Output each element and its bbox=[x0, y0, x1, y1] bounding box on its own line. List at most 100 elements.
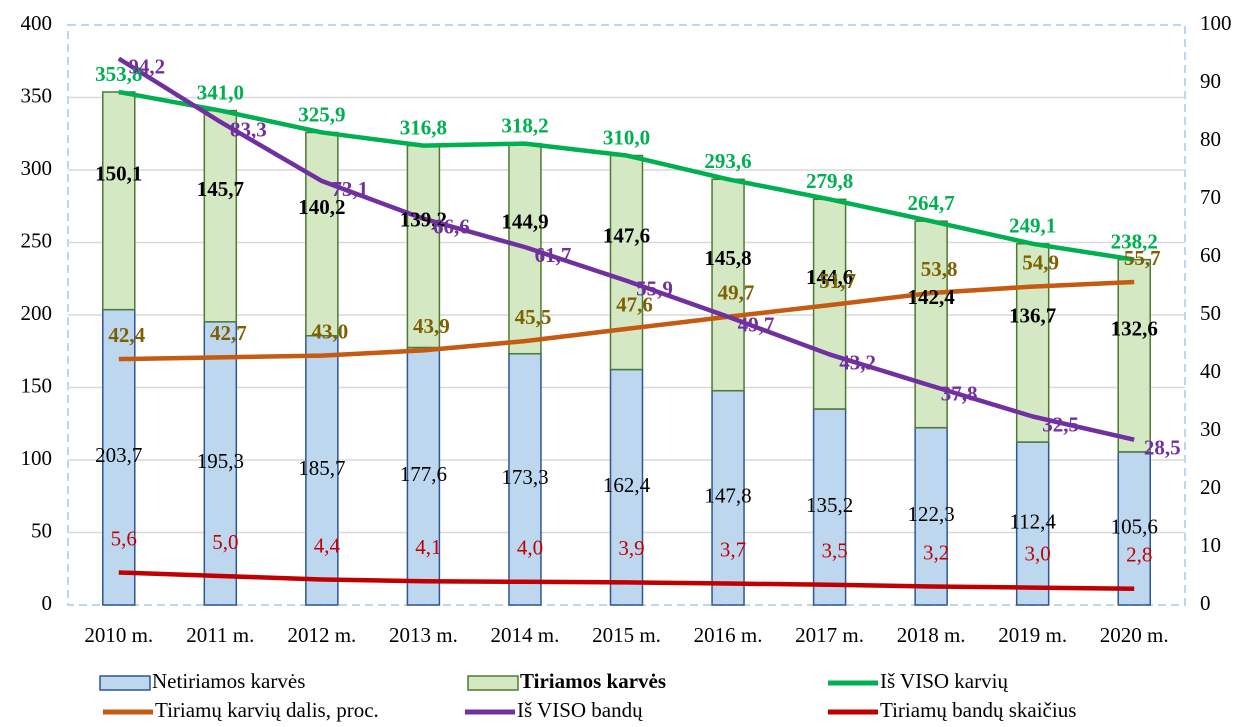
data-label: 54,9 bbox=[1022, 250, 1059, 274]
y2-tick-label: 50 bbox=[1200, 301, 1221, 325]
data-label: 135,2 bbox=[806, 493, 853, 517]
data-label: 43,9 bbox=[413, 314, 450, 338]
x-tick-label: 2012 m. bbox=[287, 623, 356, 647]
y2-tick-label: 20 bbox=[1200, 475, 1221, 499]
data-label: 318,2 bbox=[501, 113, 548, 137]
data-label: 61,7 bbox=[535, 243, 572, 267]
y2-tick-label: 80 bbox=[1200, 127, 1221, 151]
data-label: 4,0 bbox=[517, 536, 543, 560]
data-label: 105,6 bbox=[1111, 514, 1158, 538]
x-tick-label: 2014 m. bbox=[491, 623, 560, 647]
data-label: 293,6 bbox=[704, 149, 751, 173]
data-label: 147,8 bbox=[704, 484, 751, 508]
data-label: 173,3 bbox=[501, 465, 548, 489]
data-label: 42,7 bbox=[210, 321, 247, 345]
data-label: 238,2 bbox=[1111, 229, 1158, 253]
bar bbox=[203, 109, 238, 323]
x-tick-label: 2016 m. bbox=[694, 623, 763, 647]
data-label: 150,1 bbox=[95, 162, 142, 186]
y2-tick-label: 10 bbox=[1200, 533, 1221, 557]
data-label: 3,9 bbox=[618, 536, 644, 560]
bar bbox=[914, 220, 948, 429]
bar bbox=[406, 144, 441, 349]
data-label: 3,7 bbox=[720, 537, 746, 561]
bar bbox=[914, 426, 948, 606]
data-label: 4,1 bbox=[415, 535, 441, 559]
data-label: 53,8 bbox=[921, 257, 958, 281]
y-tick-label: 350 bbox=[21, 83, 53, 107]
line-series bbox=[118, 89, 1135, 262]
line-series bbox=[117, 56, 1135, 442]
y2-tick-label: 0 bbox=[1200, 591, 1211, 615]
x-tick-label: 2018 m. bbox=[897, 623, 966, 647]
bar bbox=[1117, 258, 1151, 453]
data-label: 142,4 bbox=[908, 285, 956, 309]
data-label: 55,7 bbox=[1124, 246, 1161, 270]
x-tick-label: 2019 m. bbox=[998, 623, 1067, 647]
data-label: 51,7 bbox=[819, 269, 856, 293]
data-label: 353,8 bbox=[95, 62, 142, 86]
data-label: 94,2 bbox=[128, 54, 165, 78]
data-label: 185,7 bbox=[298, 456, 345, 480]
data-label: 5,0 bbox=[212, 530, 238, 554]
y-tick-label: 0 bbox=[42, 591, 53, 615]
y-tick-label: 150 bbox=[21, 373, 53, 397]
bar bbox=[609, 154, 644, 371]
bar bbox=[305, 131, 339, 337]
data-label: 279,8 bbox=[806, 169, 853, 193]
data-label: 177,6 bbox=[400, 462, 447, 486]
data-label: 32,5 bbox=[1042, 412, 1079, 436]
y2-tick-label: 40 bbox=[1200, 359, 1221, 383]
data-label: 264,7 bbox=[908, 191, 955, 215]
legend-label: Tiriamų karvių dalis, proc. bbox=[155, 698, 379, 722]
data-label: 325,9 bbox=[298, 102, 345, 126]
legend-label: Tiriamos karvės bbox=[520, 669, 666, 693]
legend-label: Netiriamos karvės bbox=[152, 669, 305, 693]
data-label: 341,0 bbox=[197, 80, 244, 104]
legend-swatch bbox=[99, 675, 151, 691]
bar bbox=[1015, 243, 1050, 443]
legend-label: Iš VISO bandų bbox=[517, 698, 643, 722]
data-label: 73,1 bbox=[331, 177, 368, 201]
data-label: 49,7 bbox=[718, 281, 755, 305]
y-tick-label: 300 bbox=[21, 156, 53, 180]
data-label: 43,2 bbox=[839, 350, 876, 374]
data-label: 162,4 bbox=[603, 473, 651, 497]
data-label: 49,7 bbox=[738, 313, 775, 337]
data-label: 5,6 bbox=[111, 526, 137, 550]
data-label: 43,0 bbox=[311, 319, 348, 343]
data-label: 144,9 bbox=[501, 209, 548, 233]
x-tick-label: 2015 m. bbox=[592, 623, 661, 647]
data-label: 122,3 bbox=[908, 502, 955, 526]
data-label: 4,4 bbox=[314, 533, 341, 557]
data-label: 83,3 bbox=[230, 118, 267, 142]
data-label: 140,2 bbox=[298, 195, 345, 219]
bar bbox=[812, 408, 847, 606]
x-tick-label: 2020 m. bbox=[1100, 623, 1169, 647]
bar bbox=[711, 178, 745, 392]
data-label: 2,8 bbox=[1126, 543, 1152, 567]
y-tick-label: 400 bbox=[21, 11, 53, 35]
bar bbox=[609, 368, 644, 606]
data-label: 316,8 bbox=[400, 115, 447, 139]
x-tick-label: 2013 m. bbox=[389, 623, 458, 647]
y-tick-label: 250 bbox=[21, 228, 53, 252]
data-label: 136,7 bbox=[1009, 304, 1056, 328]
data-label: 55,9 bbox=[636, 277, 673, 301]
data-label: 249,1 bbox=[1009, 214, 1056, 238]
data-label: 28,5 bbox=[1144, 436, 1181, 460]
y2-tick-label: 60 bbox=[1200, 243, 1221, 267]
data-label: 66,6 bbox=[433, 215, 470, 239]
legend-label: Iš VISO karvių bbox=[880, 669, 1008, 693]
legend-label: Tiriamų bandų skaičius bbox=[880, 698, 1076, 722]
bar bbox=[711, 389, 745, 606]
data-label: 203,7 bbox=[95, 443, 142, 467]
bar bbox=[102, 91, 136, 311]
y-tick-label: 200 bbox=[21, 301, 53, 325]
data-label: 195,3 bbox=[197, 449, 244, 473]
y2-tick-label: 70 bbox=[1200, 185, 1221, 209]
data-label: 42,4 bbox=[108, 323, 145, 347]
data-label: 139,2 bbox=[400, 207, 447, 231]
data-label: 145,7 bbox=[197, 177, 244, 201]
data-label: 3,0 bbox=[1025, 541, 1051, 565]
